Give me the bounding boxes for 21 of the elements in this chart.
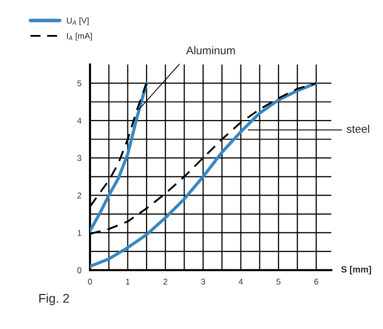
line-series — [90, 82, 148, 232]
y-tick-label: 1 — [78, 230, 82, 236]
legend-label: I$_{A}$ [mA] — [67, 32, 92, 40]
y-tick-label: 4 — [77, 118, 82, 124]
x-axis-title: S [mm] — [341, 266, 372, 274]
x-tick-label: 4 — [238, 278, 243, 284]
x-tick-label: 6 — [314, 278, 318, 285]
x-tick-label: 3 — [201, 278, 206, 285]
x-tick-label: 2 — [164, 278, 168, 284]
y-tick-label: 3 — [77, 155, 82, 162]
annotation: Aluminum — [186, 46, 235, 54]
annotation: steel — [346, 124, 370, 133]
y-tick-label: 5 — [77, 80, 82, 86]
y-tick-label: 2 — [77, 192, 82, 198]
y-tick-label: 0 — [77, 267, 82, 274]
x-tick-label: 5 — [276, 278, 280, 285]
caption: Fig. 2 — [39, 294, 69, 306]
line-series — [90, 82, 318, 268]
legend-label: U$_{A}$ [V] — [66, 17, 89, 26]
x-tick-label: 1 — [126, 278, 130, 284]
x-tick-label: 0 — [88, 278, 92, 285]
